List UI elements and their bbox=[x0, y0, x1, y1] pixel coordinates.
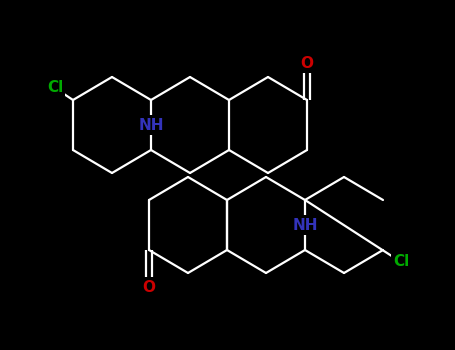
Text: NH: NH bbox=[138, 118, 164, 133]
Text: NH: NH bbox=[292, 217, 318, 232]
Text: O: O bbox=[300, 56, 313, 70]
Text: Cl: Cl bbox=[393, 254, 409, 270]
Text: Cl: Cl bbox=[47, 80, 63, 96]
Text: O: O bbox=[142, 280, 156, 294]
